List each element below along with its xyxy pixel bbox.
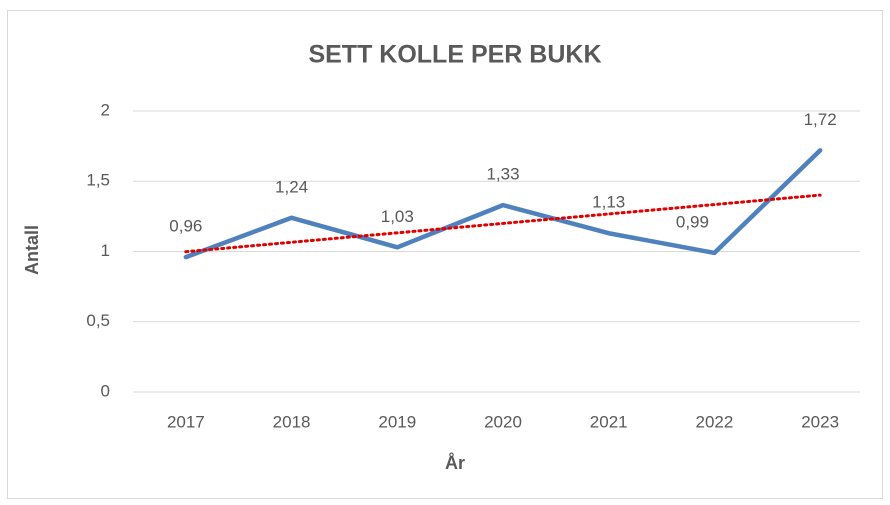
y-tick-label: 1: [101, 241, 110, 260]
y-tick-label: 0,5: [86, 311, 110, 330]
x-axis-title: År: [445, 453, 465, 473]
x-tick-label: 2017: [167, 412, 205, 431]
y-tick-label: 2: [101, 100, 110, 119]
data-label: 1,33: [486, 165, 519, 184]
data-label: 1,72: [804, 110, 837, 129]
x-tick-label: 2019: [378, 412, 416, 431]
trendline: [184, 193, 822, 254]
data-line: [183, 148, 823, 260]
data-label: 0,96: [169, 217, 202, 236]
chart-border: [7, 10, 883, 499]
y-tick-label: 1,5: [86, 171, 110, 190]
data-label: 0,99: [676, 212, 709, 231]
data-label: 1,24: [275, 177, 308, 196]
x-tick-label: 2021: [590, 412, 628, 431]
chart-title: SETT KOLLE PER BUKK: [308, 41, 601, 69]
data-label: 1,13: [592, 193, 625, 212]
data-label: 1,03: [381, 207, 414, 226]
x-tick-label: 2020: [484, 412, 522, 431]
x-tick-label: 2018: [273, 412, 311, 431]
x-tick-label: 2022: [696, 412, 734, 431]
y-axis-title: Antall: [22, 225, 42, 275]
x-tick-label: 2023: [801, 412, 839, 431]
y-tick-label: 0: [101, 381, 110, 400]
